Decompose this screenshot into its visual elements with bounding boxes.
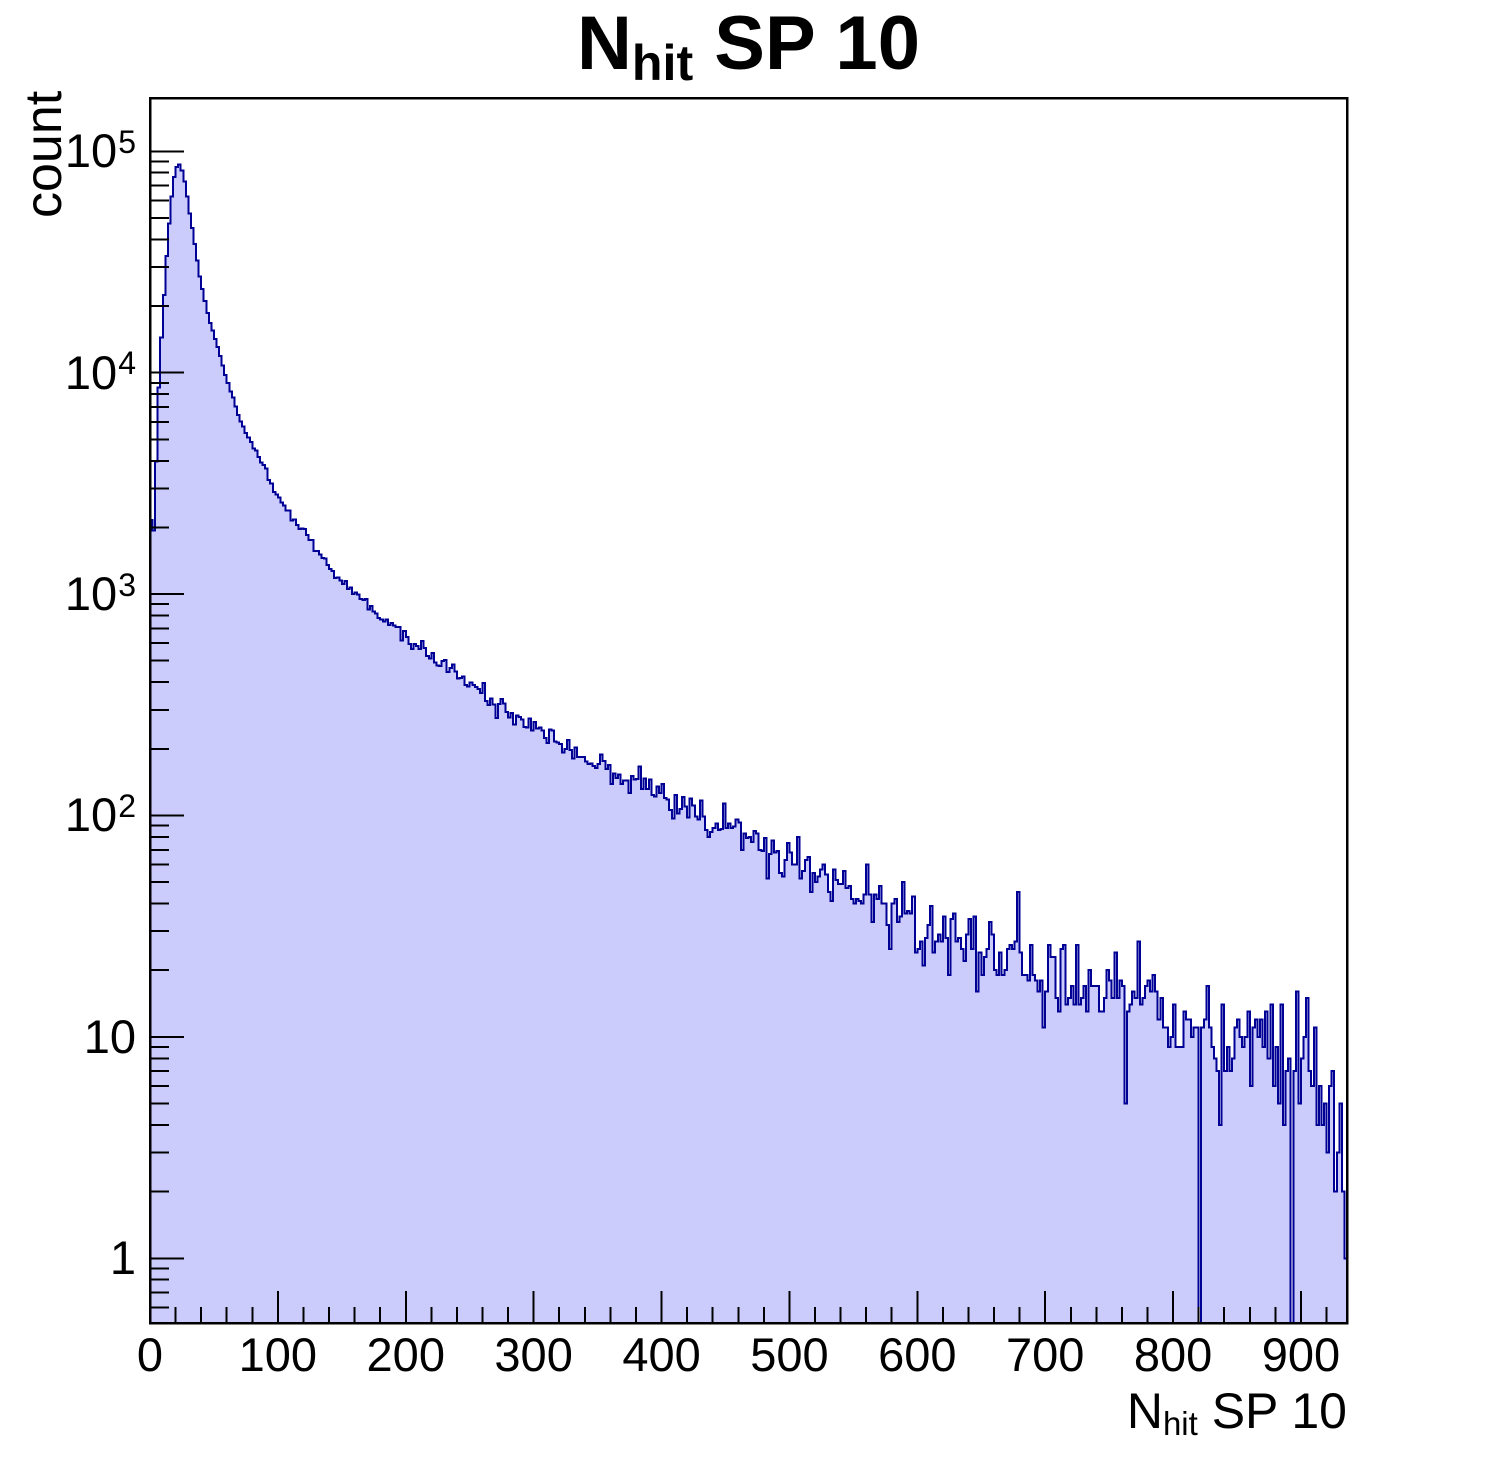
x-tick-label: 0 [136, 1328, 164, 1381]
y-tick-label: 102 [64, 788, 136, 842]
histogram-fill [150, 164, 1347, 1324]
y-tick-label: 1 [109, 1231, 136, 1285]
y-tick-label: 103 [64, 566, 136, 621]
plot-frame [148, 96, 1349, 1325]
y-tick-label: 105 [64, 123, 136, 178]
x-axis-title-main: N [1126, 1383, 1163, 1439]
x-axis-title-rest: SP 10 [1197, 1383, 1347, 1439]
chart-title-subscript: hit [631, 35, 694, 92]
x-tick-label: 600 [878, 1328, 957, 1381]
chart-title-rest: SP 10 [693, 1, 920, 86]
x-tick-label: 400 [622, 1328, 701, 1381]
x-tick-label: 300 [494, 1328, 573, 1381]
x-tick-label: 200 [366, 1328, 445, 1381]
histogram-outline [149, 163, 1348, 1324]
x-tick-label: 100 [238, 1328, 318, 1381]
x-tick-label: 700 [1005, 1328, 1085, 1381]
chart-title: Nhit SP 10 [150, 0, 1347, 91]
x-tick-label: 500 [750, 1328, 829, 1381]
y-tick-label: 10 [83, 1009, 136, 1063]
x-tick-label: 900 [1261, 1328, 1341, 1381]
x-axis-title: Nhit SP 10 [847, 1382, 1347, 1443]
x-axis-title-subscript: hit [1162, 1405, 1198, 1443]
chart-title-main: N [577, 1, 632, 86]
y-tick-label: 104 [64, 345, 136, 399]
x-tick-label: 800 [1133, 1328, 1213, 1381]
